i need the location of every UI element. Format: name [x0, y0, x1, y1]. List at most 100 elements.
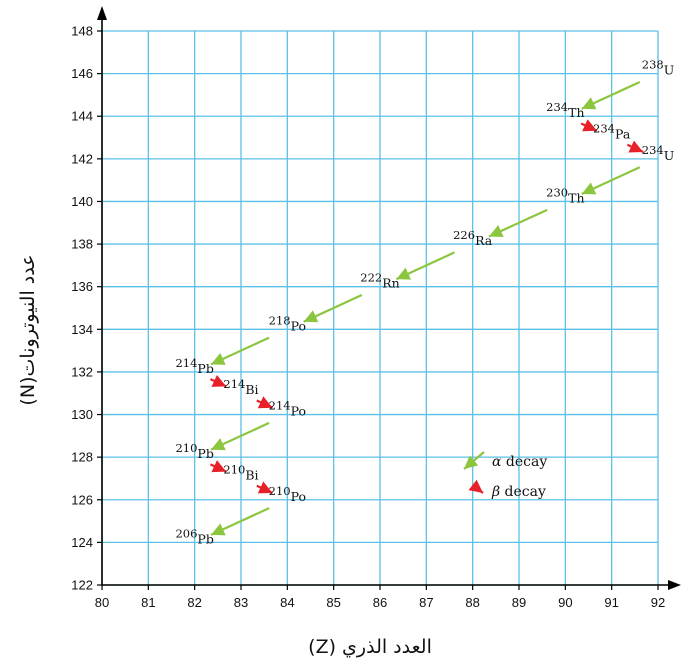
nuclide-mass: 230 — [546, 185, 568, 199]
x-axis-label: العدد الذري (Z) — [308, 636, 432, 658]
nuclide-label: 230Th — [546, 185, 584, 205]
nuclide-symbol: Ra — [475, 233, 493, 248]
alpha-decay-arrow — [395, 251, 455, 281]
nuclide-mass: 214 — [175, 356, 197, 370]
nuclide-label: 234Pa — [593, 122, 631, 142]
nuclide-mass: 210 — [223, 462, 245, 476]
y-axis-label: عدد النيوترونات(N) — [17, 254, 39, 405]
nuclide-symbol: Pb — [197, 361, 213, 376]
nuclide-mass: 234 — [546, 100, 568, 114]
nuclide-label: 210Pb — [175, 441, 213, 461]
y-tick-label: 140 — [71, 194, 93, 209]
alpha-decay-arrow — [488, 208, 548, 238]
legend-label: β decay — [491, 484, 546, 500]
beta-decay-arrow — [256, 481, 273, 494]
nuclide-symbol: Pb — [197, 446, 213, 461]
nuclide-symbol: Th — [568, 190, 584, 205]
x-tick-label: 92 — [651, 595, 665, 610]
alpha-decay-arrow — [581, 166, 641, 195]
y-tick-label: 126 — [71, 492, 93, 507]
nuclide-mass: 210 — [175, 441, 197, 455]
x-tick-label: 84 — [280, 595, 294, 610]
alpha-decay-arrow — [303, 294, 363, 323]
x-tick-label: 88 — [465, 595, 479, 610]
nuclide-symbol: Bi — [245, 382, 258, 397]
alpha-decay-arrow — [210, 336, 270, 366]
x-tick-label: 89 — [512, 595, 526, 610]
y-tick-label: 146 — [71, 66, 93, 81]
nuclide-label: 206Pb — [175, 526, 213, 546]
legend-beta-arrow — [468, 479, 484, 494]
x-tick-label: 82 — [187, 595, 201, 610]
nuclide-label: 214Po — [269, 399, 306, 419]
x-tick-label: 83 — [234, 595, 248, 610]
nuclide-symbol: Po — [291, 404, 306, 419]
nuclide-mass: 222 — [360, 271, 382, 285]
nuclide-symbol: Th — [568, 105, 584, 120]
nuclide-label: 234Th — [546, 100, 584, 120]
x-axis-arrowhead — [668, 580, 681, 590]
nuclide-label: 226Ra — [453, 228, 493, 248]
y-tick-label: 122 — [71, 578, 93, 593]
decay-arrows — [209, 80, 644, 536]
nuclide-mass: 226 — [453, 228, 475, 242]
nuclide-label: 218Po — [269, 313, 306, 333]
nuclide-symbol: U — [664, 148, 675, 163]
y-tick-label: 124 — [71, 535, 93, 550]
nuclide-mass: 234 — [642, 143, 664, 157]
nuclide-label: 210Po — [269, 484, 306, 504]
nuclide-label: 222Rn — [360, 271, 399, 291]
nuclide-symbol: U — [664, 63, 675, 78]
nuclide-symbol: Pa — [615, 127, 631, 142]
nuclide-mass: 206 — [175, 526, 197, 540]
nuclide-symbol: Rn — [382, 276, 399, 291]
x-tick-label: 91 — [604, 595, 618, 610]
nuclide-labels: 238U234Th234Pa234U230Th226Ra222Rn218Po21… — [175, 58, 674, 547]
tick-labels: 80 81 82 83 84 85 86 87 88 89 90 91 92 122 124 126 128 13… — [71, 24, 665, 611]
nuclide-label: 214Bi — [223, 377, 258, 397]
alpha-decay-arrow — [581, 80, 641, 110]
y-tick-label: 128 — [71, 450, 93, 465]
nuclide-mass: 210 — [269, 484, 291, 498]
nuclide-symbol: Po — [291, 318, 306, 333]
x-tick-label: 86 — [373, 595, 387, 610]
nuclide-symbol: Bi — [245, 467, 258, 482]
beta-decay-arrow — [209, 460, 227, 473]
beta-decay-arrow — [626, 140, 644, 154]
beta-decay-arrow — [256, 396, 273, 409]
y-tick-label: 136 — [71, 279, 93, 294]
y-tick-label: 138 — [71, 237, 93, 252]
x-tick-label: 81 — [141, 595, 155, 610]
y-tick-label: 148 — [71, 24, 93, 39]
nuclide-symbol: Po — [291, 489, 306, 504]
y-axis-arrowhead — [97, 6, 107, 20]
nuclide-label: 210Bi — [223, 462, 258, 482]
nuclide-symbol: Pb — [197, 531, 213, 546]
y-tick-label: 130 — [71, 407, 93, 422]
alpha-decay-arrow — [210, 507, 270, 536]
legend-alpha-arrow — [463, 451, 485, 470]
nuclide-mass: 218 — [269, 313, 291, 327]
x-tick-label: 87 — [419, 595, 433, 610]
y-tick-label: 142 — [71, 151, 93, 166]
y-tick-label: 144 — [71, 109, 93, 124]
nuclide-label: 238U — [642, 58, 675, 78]
alpha-decay-arrow — [210, 421, 270, 451]
x-tick-label: 85 — [326, 595, 340, 610]
beta-decay-arrow — [209, 374, 227, 388]
nuclide-mass: 238 — [642, 58, 664, 72]
nuclide-mass: 234 — [593, 122, 615, 136]
x-tick-label: 80 — [95, 595, 109, 610]
legend-label: α decay — [492, 454, 547, 470]
beta-decay-arrow — [580, 119, 598, 132]
nuclide-mass: 214 — [269, 399, 291, 413]
x-tick-label: 90 — [558, 595, 572, 610]
y-tick-label: 132 — [71, 364, 93, 379]
nuclide-label: 214Pb — [175, 356, 213, 376]
legend: α decay β decay — [463, 451, 547, 500]
y-tick-label: 134 — [71, 322, 93, 337]
nuclide-label: 234U — [642, 143, 675, 163]
nuclide-mass: 214 — [223, 377, 245, 391]
axes — [97, 6, 681, 590]
